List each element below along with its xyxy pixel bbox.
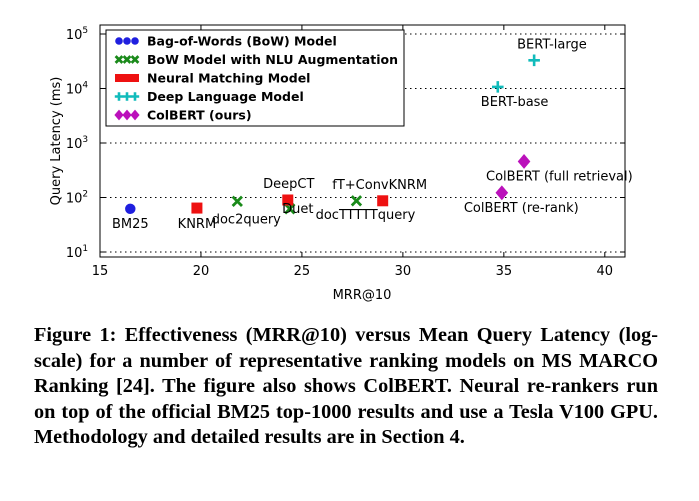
legend-marker [131, 37, 139, 45]
y-tick-label: 104 [66, 81, 89, 98]
point-marker-colbert-full-retrieval [517, 154, 531, 169]
point-label-bert-base: BERT-base [481, 95, 549, 110]
x-tick-label: 30 [395, 264, 412, 279]
point-marker-doctttttquery [350, 195, 363, 207]
legend-marker [115, 74, 123, 82]
legend: Bag-of-Words (BoW) Model BoW Model with N… [105, 29, 405, 127]
point-label-doctttttquery: docTTTTTquery [316, 208, 416, 223]
legend-marker [122, 109, 132, 121]
point-marker-doc2query [231, 195, 243, 208]
x-tick-label: 15 [92, 264, 109, 279]
point-marker-deepct [282, 194, 294, 206]
legend-marker [115, 37, 123, 45]
legend-marker [114, 92, 124, 101]
x-axis-label: MRR@10 [333, 288, 392, 303]
legend-box [105, 29, 405, 127]
y-tick-label: 102 [66, 190, 88, 207]
legend-marker [114, 109, 124, 121]
y-axis-label: Query Latency (ms) [49, 77, 64, 206]
x-tick-label: 40 [597, 264, 614, 279]
legend-label: Neural Matching Model [147, 71, 310, 86]
x-tick-label: 35 [496, 264, 513, 279]
figure-caption: Figure 1: Effectiveness (MRR@10) versus … [34, 324, 658, 448]
point-label-bm25: BM25 [112, 217, 149, 232]
legend-marker [122, 55, 132, 64]
x-tick-label: 20 [193, 264, 210, 279]
legend-label: Deep Language Model [147, 89, 304, 104]
legend-label: ColBERT (ours) [147, 108, 252, 123]
legend-marker [123, 74, 131, 82]
point-marker-duet [284, 203, 296, 215]
scatter-chart: 15 20 25 30 35 40 101 102 103 104 105 BM25 doc2quer… [49, 24, 633, 303]
legend-label: Bag-of-Words (BoW) Model [147, 34, 337, 49]
point-label-colbert-re-rank: ColBERT (re-rank) [464, 201, 579, 216]
point-label-doc2query: doc2query [212, 212, 281, 227]
point-marker-ft-convknrm [377, 195, 389, 207]
legend-marker [130, 92, 140, 101]
point-label-ft-convknrm: fT+ConvKNRM [332, 178, 427, 193]
point-marker-bert-large [528, 54, 540, 67]
legend-marker [131, 74, 139, 82]
y-tick-label: 105 [66, 26, 88, 43]
point-label-colbert-full-retrieval: ColBERT (full retrieval) [486, 169, 633, 184]
legend-marker [130, 109, 140, 121]
point-marker-colbert-re-rank [495, 185, 509, 201]
x-tick-label: 25 [294, 264, 311, 279]
point-label-knrm: KNRM [178, 217, 217, 232]
point-marker-bert-base [492, 81, 504, 93]
legend-marker [123, 37, 131, 45]
legend-marker [122, 92, 132, 101]
point-label-bert-large: BERT-large [517, 37, 587, 52]
legend-marker [130, 55, 140, 64]
point-label-deepct: DeepCT [263, 177, 314, 192]
legend-marker [114, 55, 124, 64]
point-label-duet: Duet [282, 202, 313, 217]
point-marker-bm25 [125, 203, 136, 215]
plot-frame [99, 24, 626, 258]
y-tick-label: 103 [66, 135, 88, 152]
point-marker-knrm [191, 202, 203, 214]
y-tick-label: 101 [66, 244, 88, 261]
legend-label: BoW Model with NLU Augmentation [147, 52, 398, 67]
